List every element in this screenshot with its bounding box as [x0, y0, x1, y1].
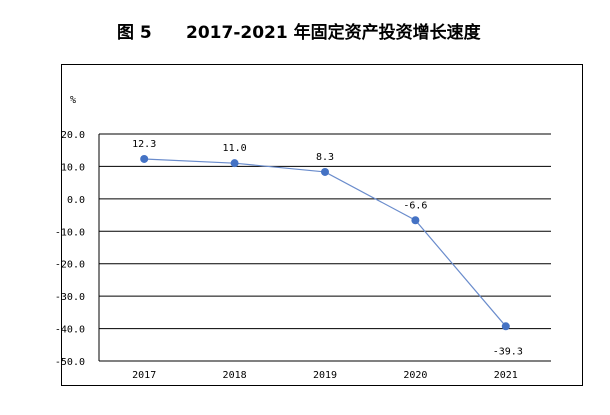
x-tick-label: 2021: [494, 370, 518, 381]
chart-title: 图 5 2017-2021 年固定资产投资增长速度: [0, 18, 610, 43]
data-point: [230, 159, 239, 168]
data-point: [321, 167, 329, 176]
series-line-group: [144, 158, 507, 327]
data-point: [501, 322, 510, 331]
y-tick-label: 0.0: [67, 195, 85, 206]
grid-lines: [98, 133, 551, 362]
x-tick-label: 2017: [132, 370, 156, 381]
y-tick-label: -30.0: [55, 292, 85, 303]
y-tick-label: -20.0: [55, 260, 85, 271]
data-points: [140, 154, 510, 331]
figure-label: 图 5: [117, 23, 152, 43]
y-tick-label: 10.0: [61, 162, 85, 173]
x-axis-ticks: 2017 2018 2019 2020 2021: [132, 370, 518, 381]
x-tick-label: 2018: [223, 370, 247, 381]
series-line: [144, 158, 507, 327]
data-label: 8.3: [316, 152, 334, 163]
y-axis-unit-label: %: [70, 95, 76, 106]
data-label: -39.3: [493, 346, 523, 357]
chart-frame: [61, 64, 583, 386]
y-axis-ticks: 20.0 10.0 0.0 -10.0 -20.0 -30.0 -40.0 -50.0: [55, 130, 85, 368]
y-tick-label: -50.0: [55, 357, 85, 368]
data-point: [411, 216, 420, 225]
data-label: 12.3: [132, 139, 156, 150]
x-tick-label: 2019: [313, 370, 337, 381]
data-label: 11.0: [223, 143, 247, 154]
y-tick-label: -40.0: [55, 325, 85, 336]
data-label: -6.6: [403, 200, 427, 211]
chart-title-text: 2017-2021 年固定资产投资增长速度: [186, 23, 481, 43]
data-labels: 12.3 11.0 8.3 -6.6 -39.3: [132, 139, 523, 357]
x-tick-label: 2020: [403, 370, 427, 381]
y-tick-label: 20.0: [61, 130, 85, 141]
data-point: [140, 154, 149, 163]
y-tick-label: -10.0: [55, 227, 85, 238]
